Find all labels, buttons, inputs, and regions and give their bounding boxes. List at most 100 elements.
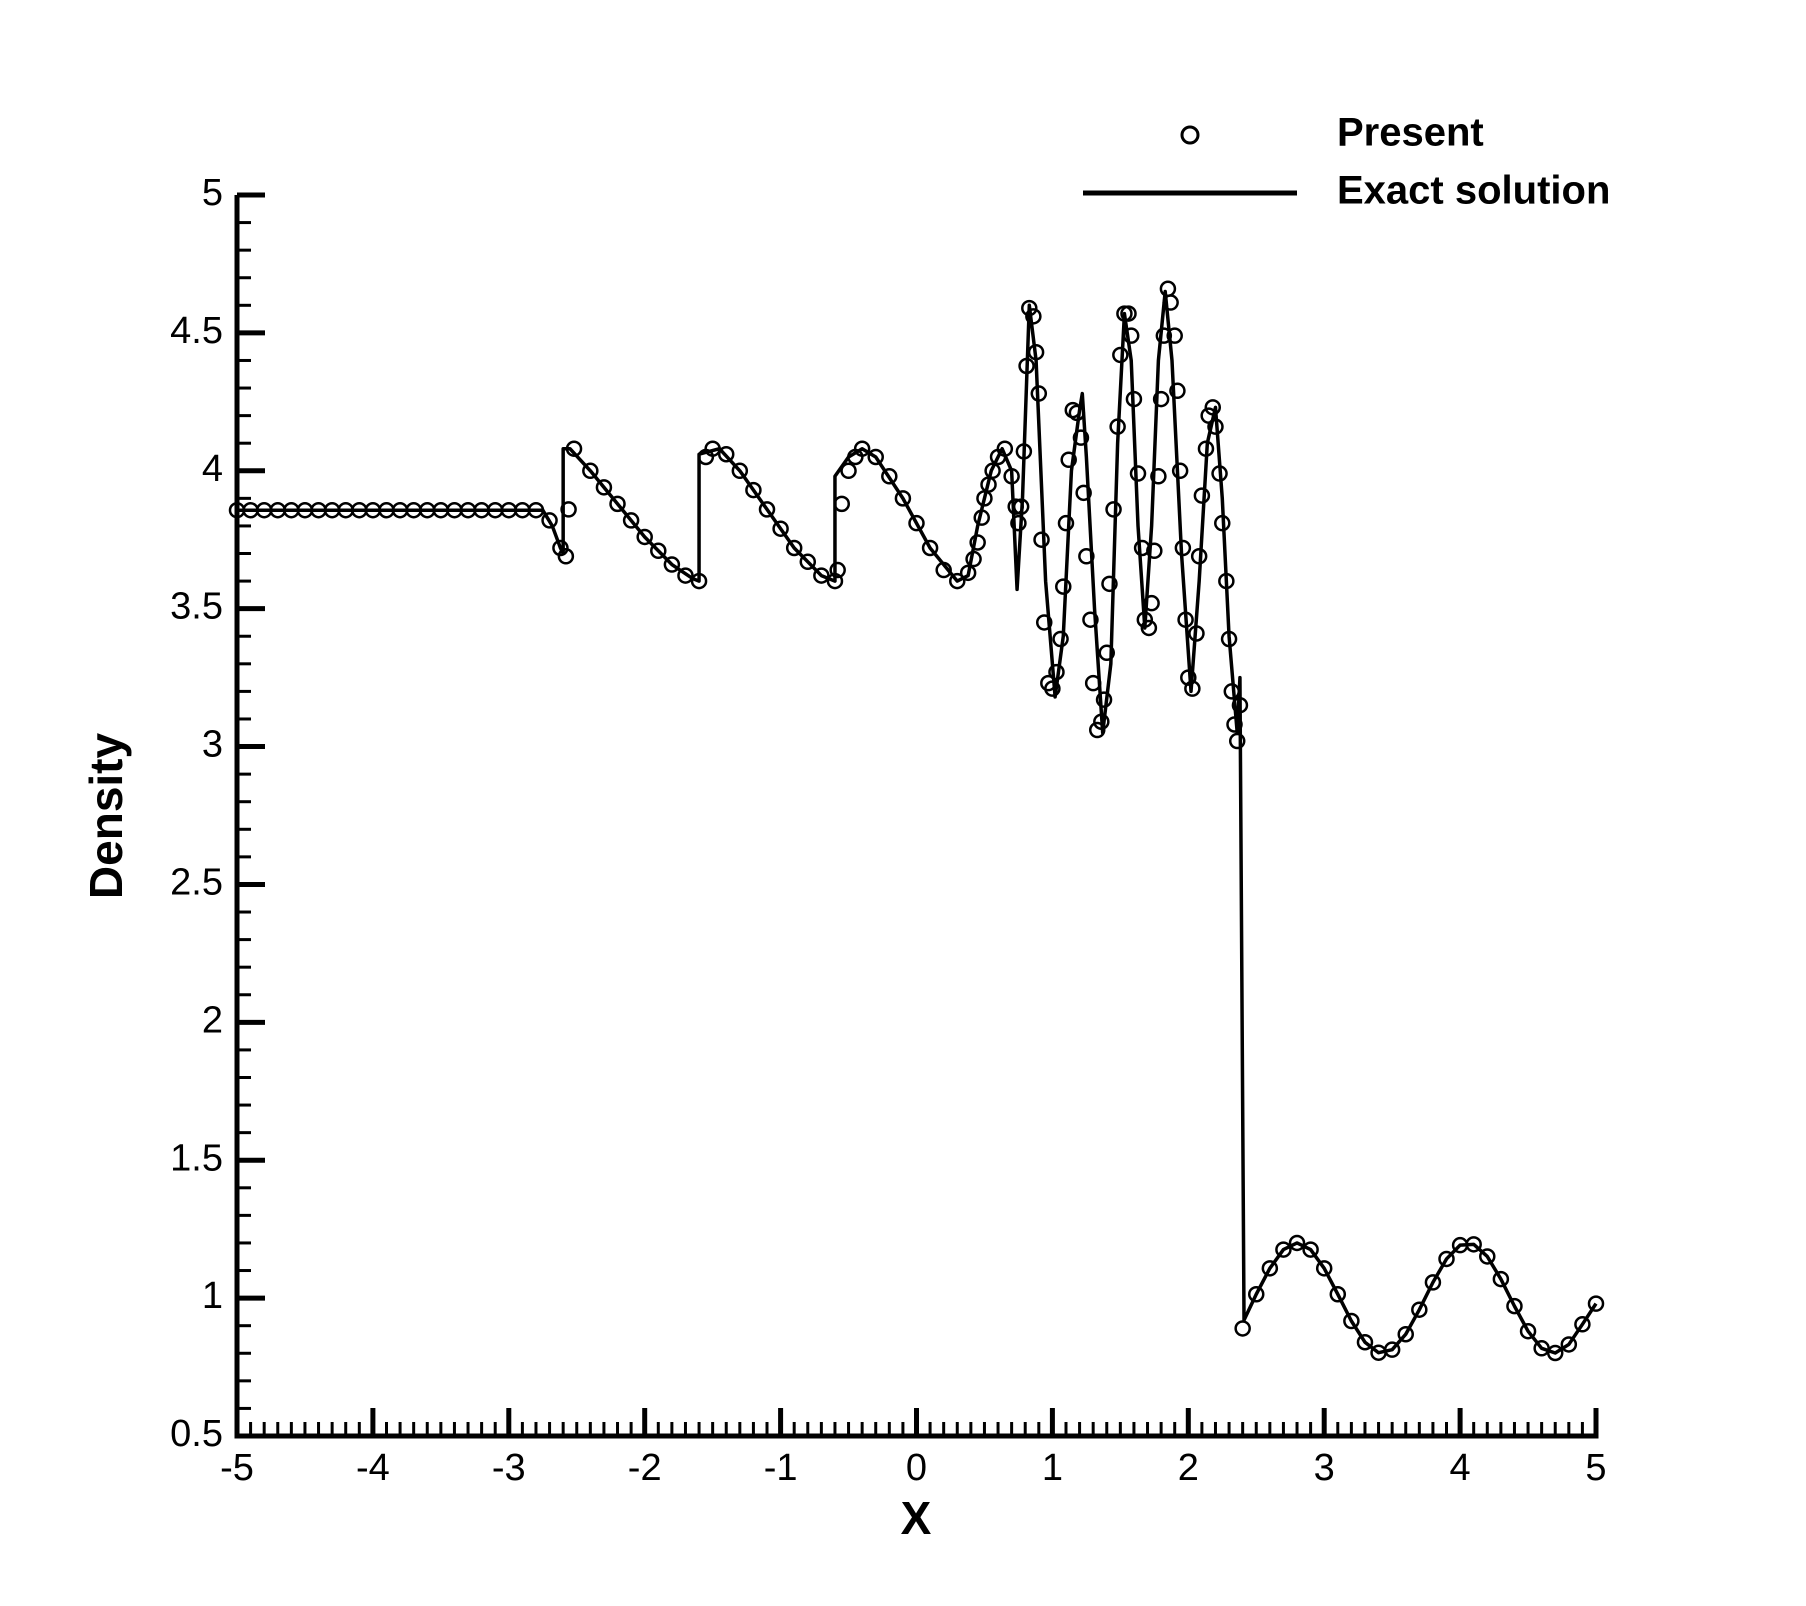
data-point — [1506, 1297, 1523, 1315]
data-point — [921, 539, 939, 557]
data-point — [1248, 1286, 1265, 1303]
data-point — [663, 556, 681, 573]
y-tick-label: 5 — [202, 172, 223, 214]
data-point — [557, 548, 575, 565]
data-point — [829, 561, 846, 579]
data-point — [1587, 1295, 1605, 1312]
data-point — [1169, 382, 1186, 400]
data-point — [609, 495, 626, 513]
data-point — [1424, 1274, 1442, 1291]
y-tick-label: 2 — [202, 999, 223, 1041]
data-point — [650, 542, 667, 560]
data-point — [622, 512, 640, 529]
data-point — [1129, 465, 1147, 482]
x-tick-label: 3 — [1314, 1447, 1335, 1489]
data-point — [1033, 531, 1050, 548]
x-tick-label: -5 — [220, 1447, 254, 1489]
data-point — [1120, 305, 1137, 322]
data-point — [758, 501, 776, 518]
data-point — [1560, 1336, 1578, 1353]
data-point — [1329, 1286, 1347, 1303]
x-tick-label: 0 — [906, 1447, 927, 1489]
data-point — [745, 481, 762, 499]
data-point — [1171, 462, 1189, 480]
data-point — [1261, 1260, 1279, 1277]
data-point — [1150, 468, 1167, 485]
data-point — [1302, 1241, 1319, 1258]
data-point — [1288, 1234, 1306, 1252]
data-point — [1025, 308, 1042, 325]
data-point — [731, 462, 749, 480]
data-point — [969, 534, 986, 551]
data-point — [1075, 484, 1092, 502]
data-point — [1166, 327, 1183, 344]
y-tick-label: 4.5 — [170, 310, 223, 352]
data-point — [636, 528, 653, 546]
data-point — [1035, 614, 1053, 631]
x-tick-label: -4 — [356, 1447, 390, 1489]
data-point — [772, 520, 789, 537]
data-point — [1275, 1241, 1292, 1258]
y-tick-label: 3 — [202, 724, 223, 766]
data-point — [541, 512, 558, 529]
data-point — [552, 539, 569, 557]
data-point — [1055, 578, 1072, 595]
y-tick-label: 0.5 — [170, 1413, 223, 1455]
x-tick-label: 2 — [1178, 1447, 1199, 1489]
x-axis-title: X — [901, 1492, 932, 1544]
data-point — [1411, 1301, 1428, 1318]
data-point — [1315, 1260, 1333, 1277]
data-point — [881, 468, 898, 485]
data-point — [853, 440, 871, 457]
y-tick-label: 3.5 — [170, 586, 223, 628]
data-point — [1397, 1325, 1414, 1343]
data-point — [1146, 542, 1163, 560]
data-point — [582, 462, 599, 480]
legend-label: Present — [1337, 111, 1484, 155]
data-point — [1098, 644, 1116, 662]
data-point — [1152, 390, 1170, 408]
data-point — [595, 479, 613, 496]
data-point — [1072, 429, 1090, 446]
data-point — [1519, 1322, 1537, 1340]
y-tick-label: 1.5 — [170, 1137, 223, 1179]
data-point — [1234, 1320, 1251, 1337]
legend-marker — [1180, 125, 1200, 145]
data-point — [984, 462, 1001, 480]
x-tick-label: -1 — [764, 1447, 798, 1489]
y-tick-label: 2.5 — [170, 861, 223, 903]
data-point — [799, 553, 817, 571]
y-tick-label: 4 — [202, 448, 223, 490]
data-point — [1546, 1344, 1564, 1362]
data-point — [1438, 1250, 1455, 1268]
data-point — [949, 572, 966, 590]
data-point — [1492, 1270, 1510, 1288]
legend-label: Exact solution — [1337, 169, 1610, 213]
data-point — [1479, 1248, 1496, 1265]
data-point — [1082, 611, 1099, 628]
data-point — [1356, 1333, 1374, 1351]
data-point — [894, 490, 912, 507]
data-point — [959, 564, 977, 582]
data-point — [1010, 514, 1027, 532]
data-point — [1057, 514, 1075, 532]
data-point — [813, 567, 830, 584]
data-point — [785, 539, 803, 557]
data-point — [840, 462, 857, 480]
data-line — [237, 289, 1598, 1355]
x-tick-label: -3 — [492, 1447, 526, 1489]
data-point — [867, 448, 884, 466]
data-point — [717, 445, 735, 463]
y-tick-label: 1 — [202, 1275, 223, 1317]
data-point — [1343, 1312, 1360, 1330]
x-tick-label: 4 — [1450, 1447, 1471, 1489]
data-point — [1060, 451, 1077, 468]
data-point — [1140, 619, 1158, 637]
x-tick-label: 1 — [1042, 1447, 1063, 1489]
data-point — [908, 514, 925, 532]
data-point — [1101, 575, 1118, 593]
data-point — [1193, 487, 1211, 504]
x-tick-label: 5 — [1585, 1447, 1606, 1489]
